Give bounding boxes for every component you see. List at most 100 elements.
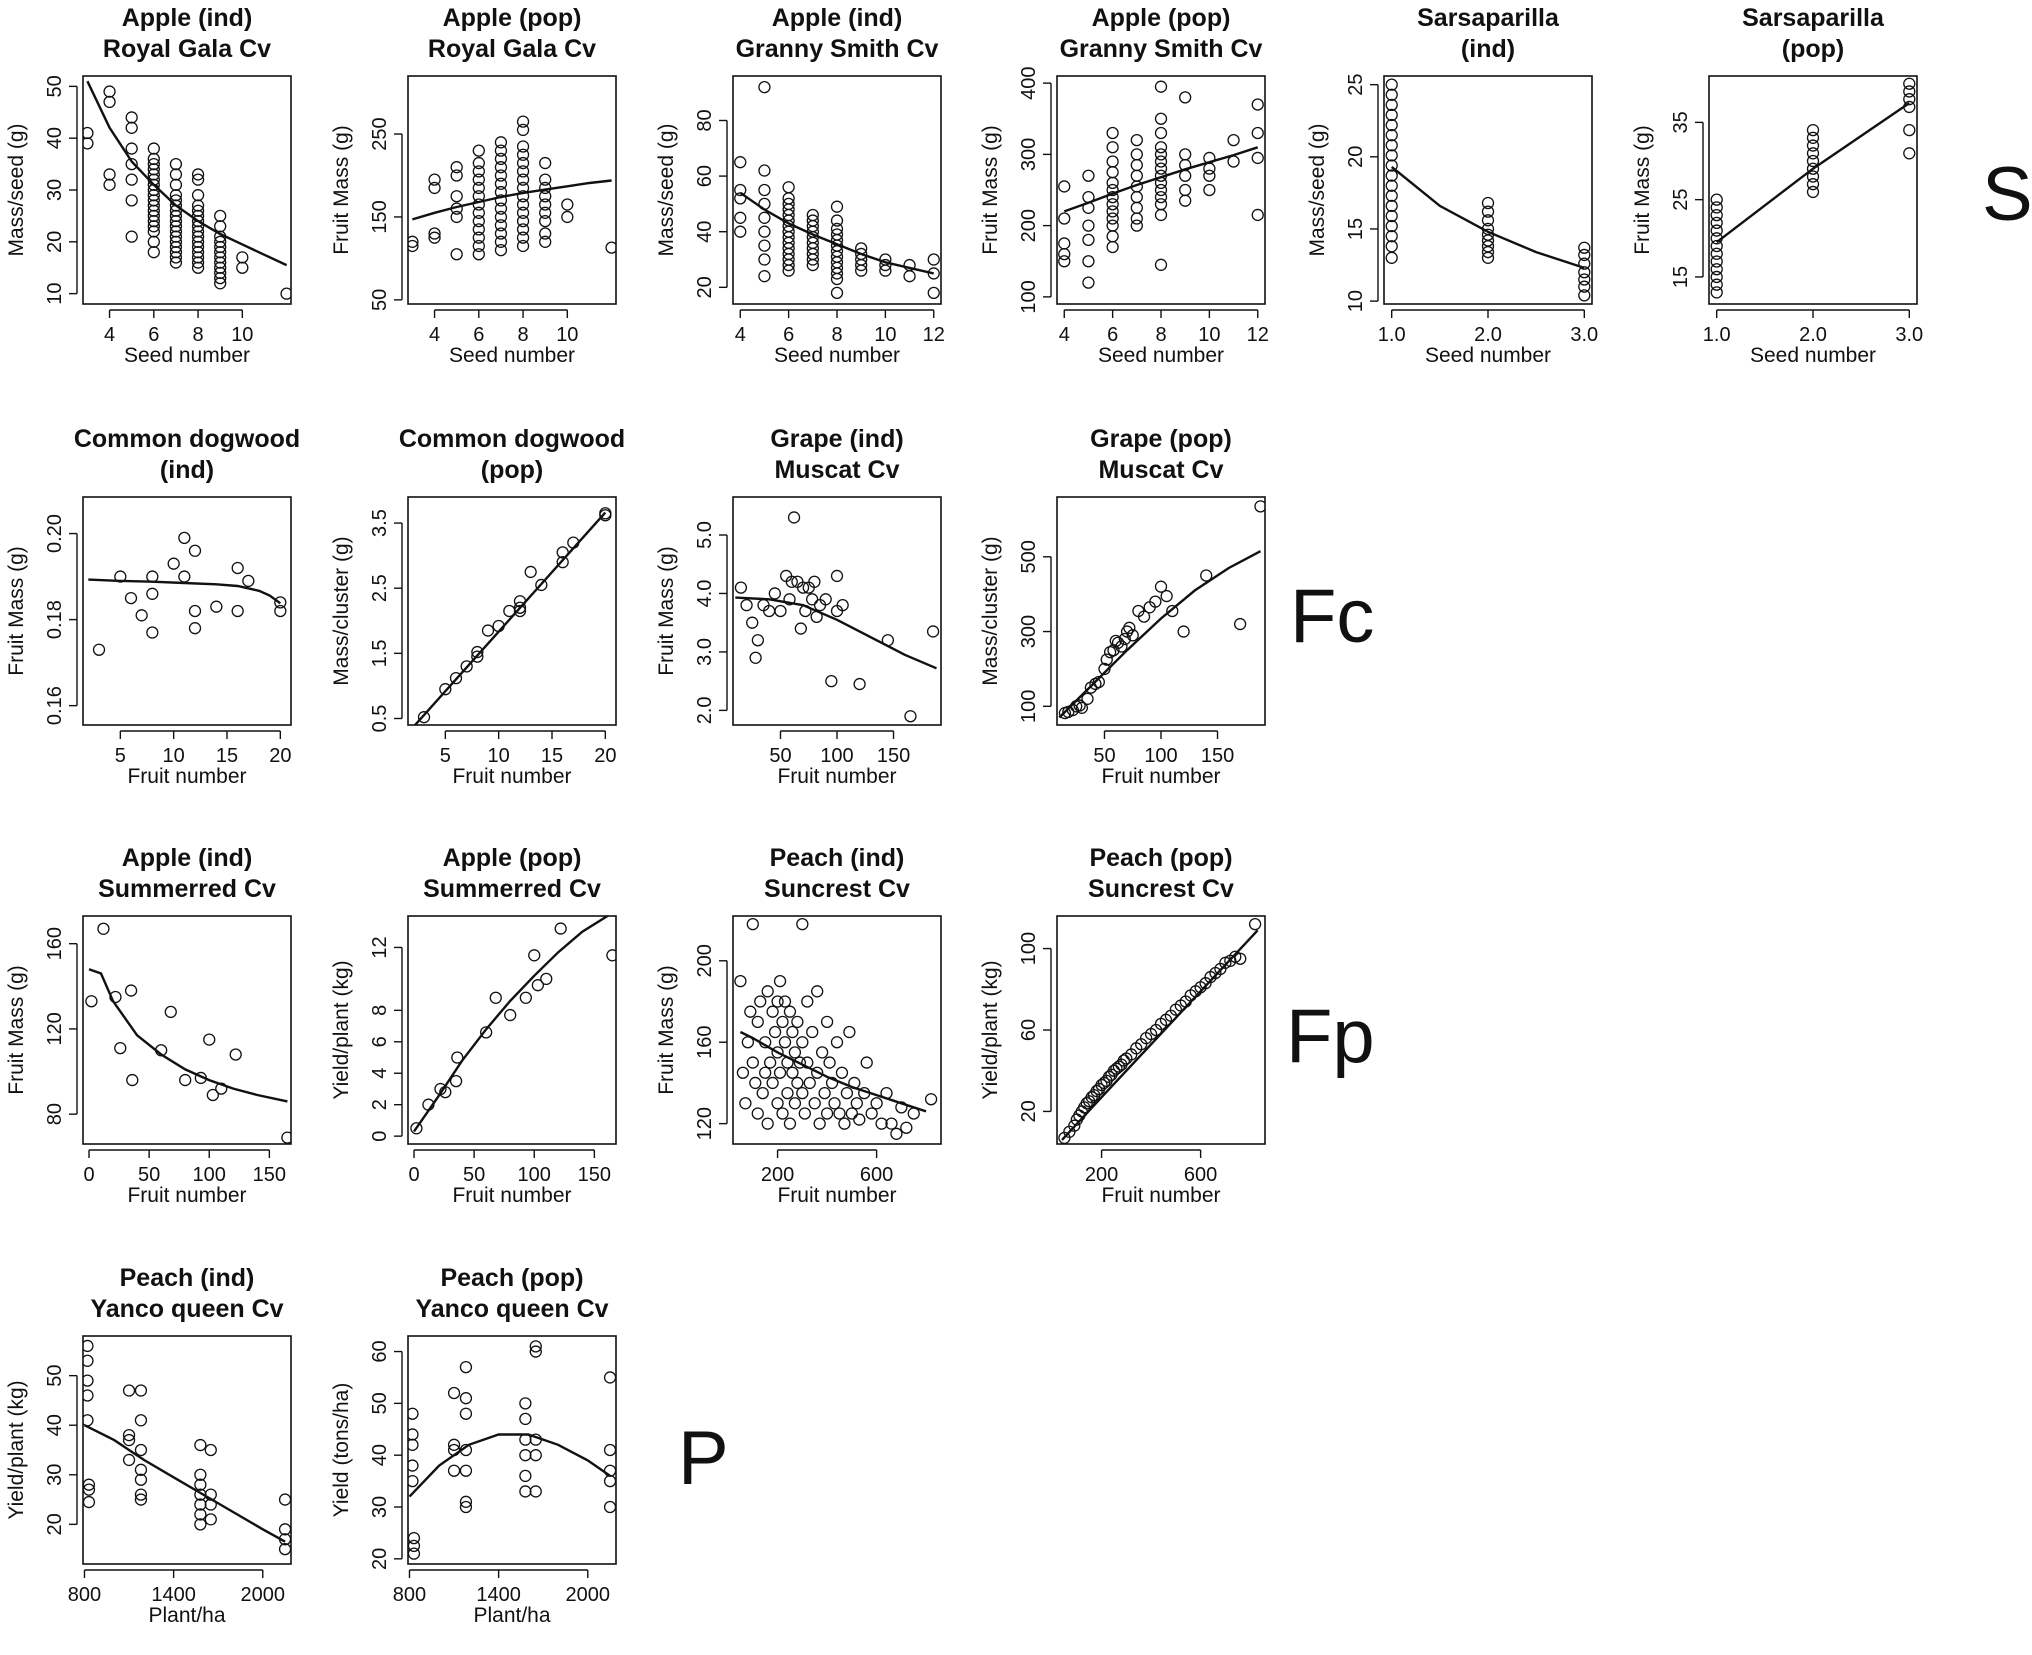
plot-area — [408, 1340, 616, 1560]
data-point — [778, 1036, 792, 1049]
panel-title: Apple (ind) — [122, 4, 253, 32]
y-axis-label: Mass/cluster (g) — [979, 536, 1002, 685]
data-point — [1082, 233, 1095, 247]
data-point — [1058, 180, 1071, 193]
data-point — [481, 624, 495, 637]
data-point — [1106, 230, 1119, 243]
y-tick-label: 30 — [44, 1464, 66, 1486]
y-axis-label: Mass/cluster (g) — [330, 536, 353, 685]
data-point — [194, 1438, 207, 1452]
data-point — [1710, 247, 1723, 260]
data-point — [178, 531, 191, 545]
panel-title: Summerred Cv — [423, 875, 601, 903]
data-point — [1126, 629, 1139, 642]
x-axis: 200 600 — [1085, 1149, 1217, 1186]
data-point — [281, 1131, 291, 1144]
data-point — [408, 1438, 419, 1451]
data-point — [1710, 193, 1723, 206]
data-point — [1106, 166, 1119, 179]
data-point — [1710, 255, 1723, 268]
data-point — [516, 223, 530, 236]
panel-15: Peach (ind) Yanco queen Cv 800 1400 2000 Plan… — [5, 1264, 292, 1627]
data-point — [126, 1073, 139, 1087]
data-point — [214, 220, 227, 233]
data-point — [853, 1113, 866, 1126]
y-tick-label: 50 — [369, 289, 391, 311]
data-point — [840, 1086, 854, 1100]
x-tick-label: 10 — [556, 324, 578, 346]
y-tick-label: 20 — [44, 231, 66, 253]
data-point — [895, 1101, 908, 1114]
panel-title: Yanco queen Cv — [415, 1295, 608, 1323]
panel-11: Apple (ind) Summerred Cv 0 50 100 150 Fruit nu… — [5, 844, 292, 1207]
data-point — [494, 227, 508, 240]
panel-title: Summerred Cv — [98, 875, 276, 903]
data-point — [125, 230, 138, 243]
y-axis-label: Mass/seed (g) — [5, 123, 28, 256]
data-point — [428, 181, 441, 195]
data-point — [1806, 178, 1820, 191]
data-point — [169, 168, 183, 181]
panel-title: Muscat Cv — [1098, 456, 1223, 484]
data-point — [1710, 201, 1723, 214]
x-axis-label: Plant/ha — [148, 1604, 225, 1627]
data-point — [1106, 240, 1119, 254]
data-point — [83, 1374, 94, 1387]
data-point — [408, 1459, 419, 1472]
data-point — [472, 198, 485, 211]
data-point — [758, 164, 771, 177]
data-point — [1130, 212, 1143, 225]
y-tick-label: 60 — [1018, 1019, 1040, 1041]
data-point — [1130, 169, 1143, 182]
y-tick-label: 20 — [1345, 146, 1367, 168]
data-point — [801, 995, 814, 1008]
x-axis-label: Fruit number — [452, 765, 571, 788]
data-point — [1106, 126, 1119, 140]
data-point — [516, 165, 530, 178]
data-point — [825, 1076, 839, 1090]
y-axis: 120 160 200 — [694, 944, 728, 1140]
panel-3: Apple (ind) Granny Smith Cv 4 6 8 10 12 Seed nu… — [655, 4, 945, 367]
panel-title: Granny Smith Cv — [736, 35, 939, 63]
data-point — [134, 1384, 148, 1397]
panel-title: Apple (ind) — [772, 4, 903, 32]
data-point — [278, 1493, 291, 1506]
data-point — [830, 200, 844, 213]
data-point — [194, 1468, 207, 1481]
plot-area — [1058, 917, 1262, 1144]
data-point — [408, 1531, 421, 1545]
data-point — [280, 287, 291, 300]
data-point — [783, 1117, 797, 1130]
panel-title: Grape (pop) — [1090, 425, 1232, 453]
data-point — [1106, 176, 1119, 190]
data-point — [417, 711, 431, 724]
row-label-s: S — [1982, 152, 2032, 237]
data-point — [513, 604, 527, 618]
data-point — [83, 1339, 94, 1353]
data-point — [146, 587, 159, 600]
x-axis: 800 1400 2000 — [393, 1569, 610, 1606]
data-point — [794, 622, 807, 635]
data-point — [1251, 208, 1264, 222]
data-point — [539, 214, 552, 228]
data-point — [763, 1056, 777, 1069]
x-axis: 50 100 150 — [1093, 730, 1234, 767]
data-point — [1179, 194, 1192, 207]
data-point — [428, 227, 441, 240]
data-point — [229, 1048, 242, 1061]
data-point — [147, 246, 160, 259]
data-point — [471, 645, 484, 659]
data-point — [147, 142, 160, 155]
data-point — [758, 270, 771, 283]
y-tick-label: 20 — [1018, 1100, 1040, 1122]
data-point — [1903, 85, 1916, 98]
data-point — [134, 1488, 148, 1501]
x-tick-label: 12 — [1247, 324, 1269, 346]
data-point — [1385, 159, 1398, 172]
data-point — [796, 917, 809, 931]
data-point — [1248, 917, 1262, 931]
panel-4: Apple (pop) Granny Smith Cv 4 6 8 10 12 Seed nu… — [979, 4, 1269, 367]
data-point — [408, 235, 419, 248]
